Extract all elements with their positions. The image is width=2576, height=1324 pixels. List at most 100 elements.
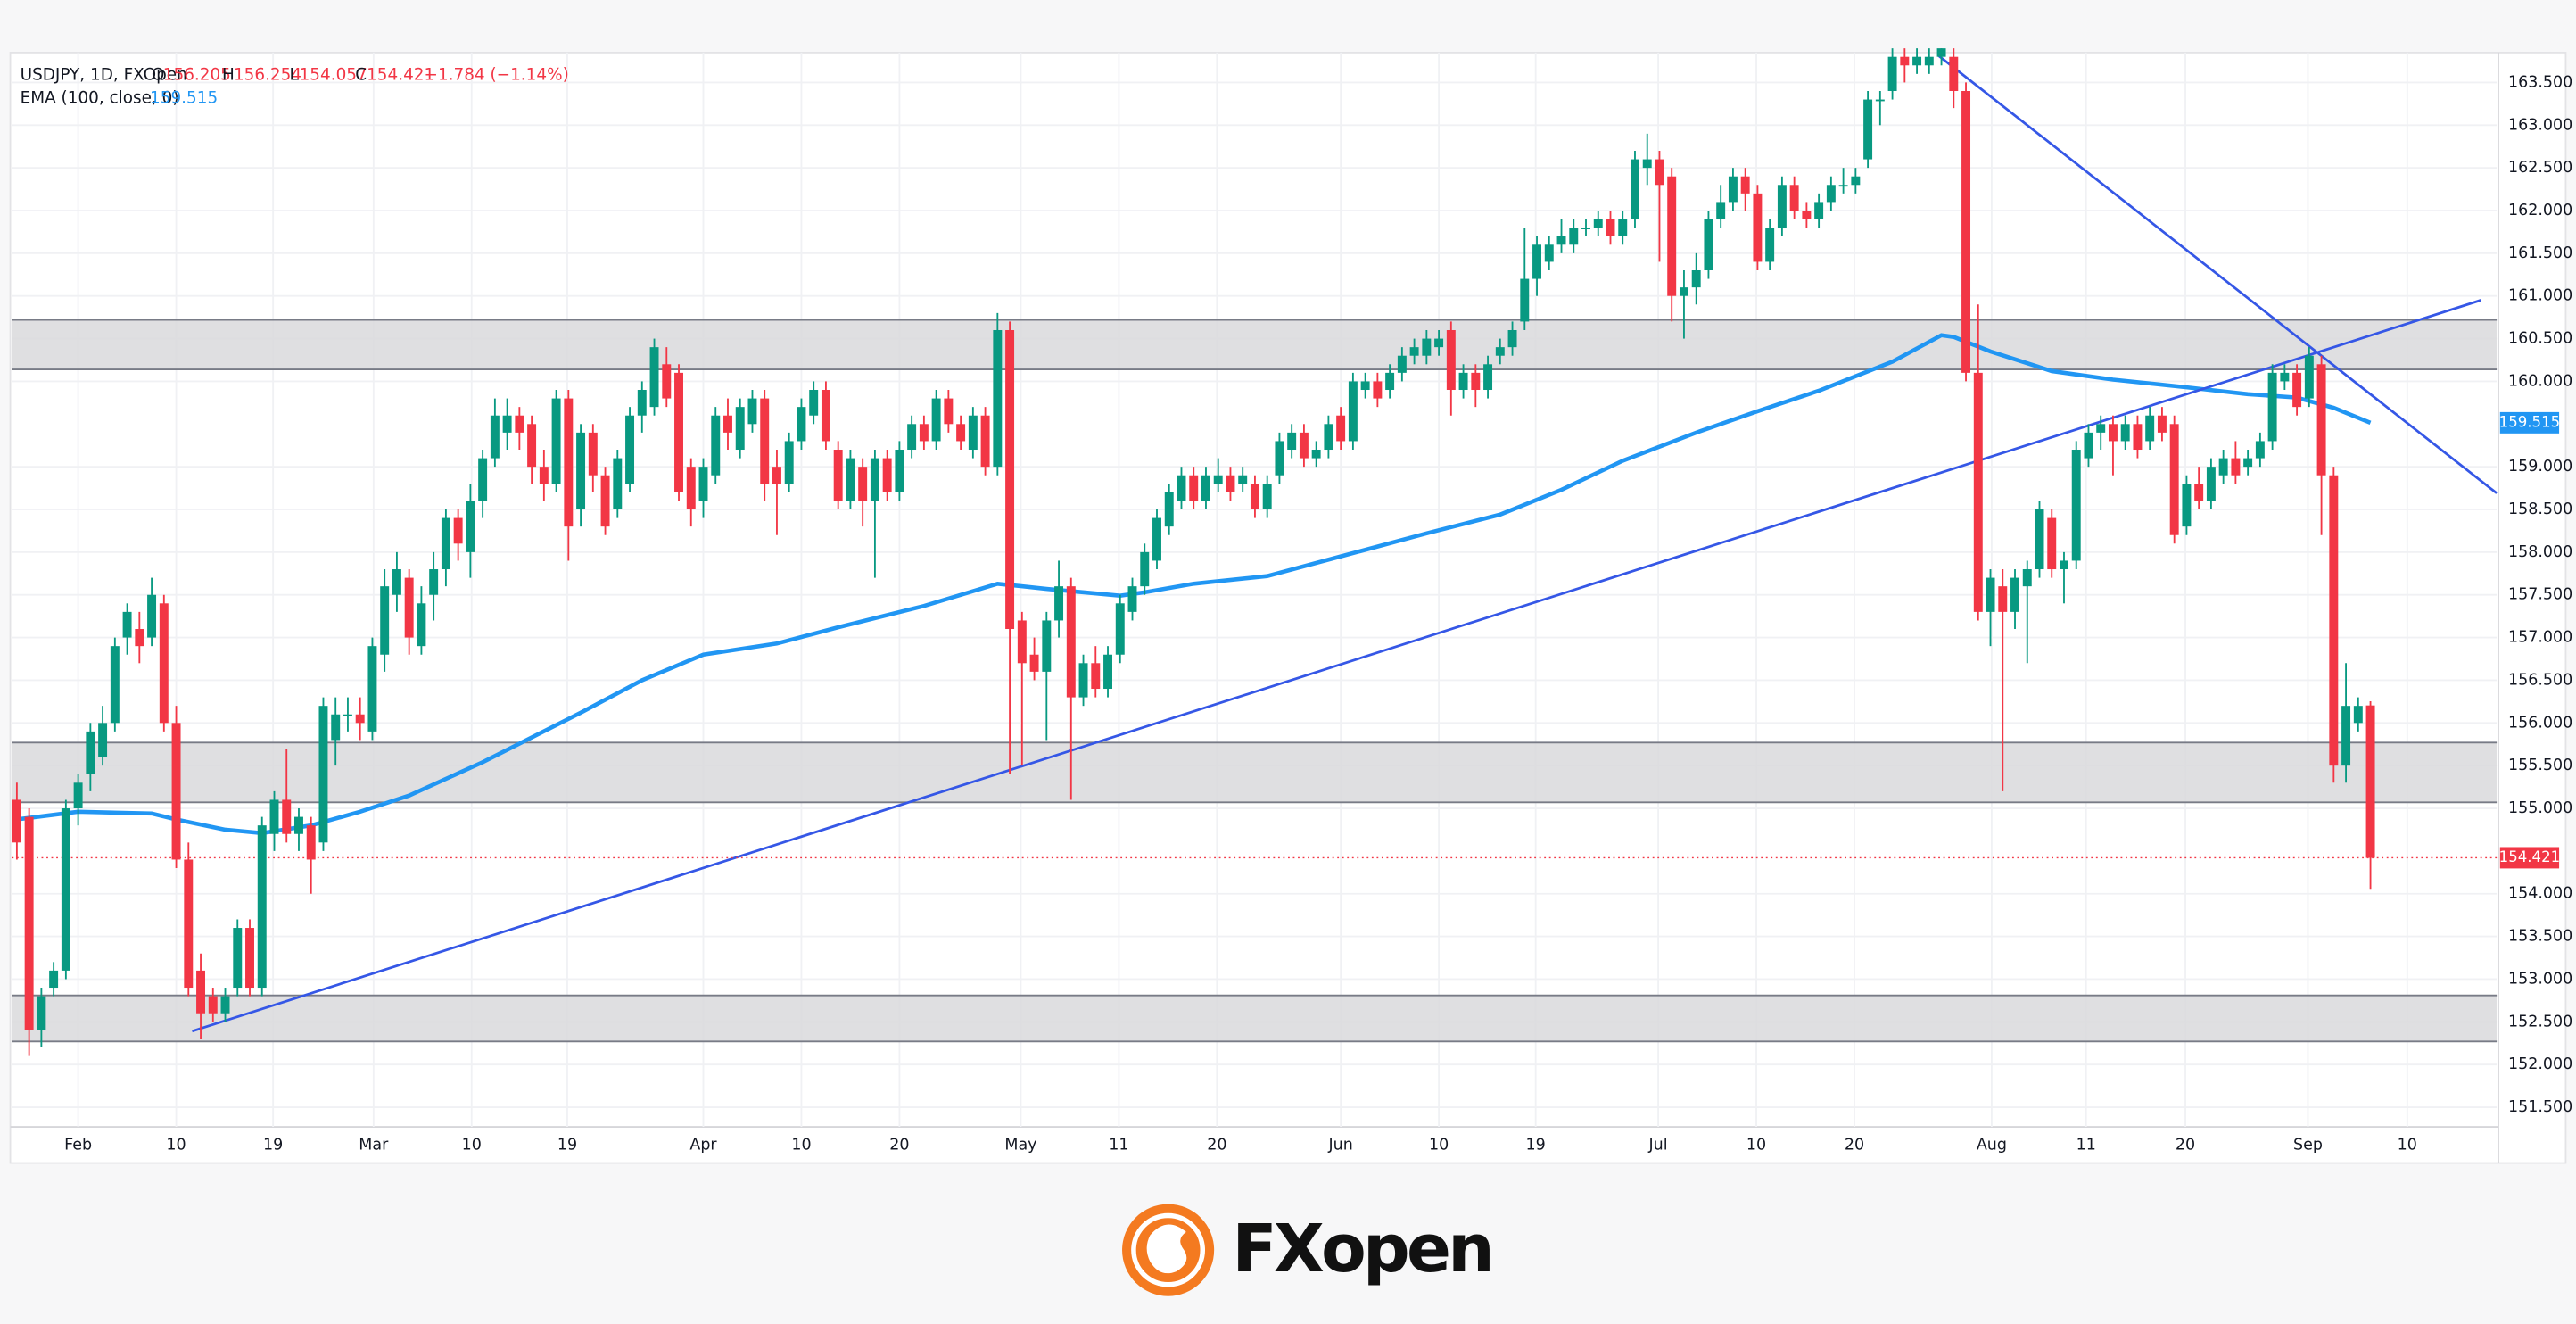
candle-body bbox=[2108, 424, 2118, 442]
x-tick-label: Mar bbox=[359, 1136, 389, 1154]
candle-body bbox=[1814, 202, 1824, 219]
candle-body bbox=[1569, 228, 1579, 245]
candle-body bbox=[1348, 381, 1358, 442]
candle-body bbox=[613, 458, 623, 510]
candle-body bbox=[1287, 432, 1297, 451]
y-tick-label: 156.000 bbox=[2508, 714, 2572, 732]
candle-body bbox=[2329, 475, 2339, 766]
ema-name: EMA (100, close, 0) bbox=[21, 88, 179, 107]
candle-body bbox=[269, 799, 279, 834]
zone bbox=[12, 995, 2498, 1042]
candle-body bbox=[257, 825, 267, 989]
candle-body bbox=[919, 424, 929, 442]
x-tick-label: 20 bbox=[1845, 1136, 1864, 1154]
candle-body bbox=[1789, 185, 1799, 211]
candle-body bbox=[1631, 159, 1639, 219]
candle-body bbox=[2218, 458, 2228, 476]
candle-body bbox=[392, 569, 401, 595]
candle-body bbox=[2316, 364, 2326, 476]
x-tick-label: Feb bbox=[64, 1136, 92, 1154]
candle-body bbox=[2292, 372, 2302, 408]
ohlc-value: 156.205 bbox=[163, 66, 231, 85]
candle-body bbox=[686, 467, 696, 510]
candle-body bbox=[1875, 99, 1885, 102]
candle-body bbox=[220, 996, 230, 1014]
candle-body bbox=[1054, 586, 1064, 621]
candle-body bbox=[1397, 355, 1407, 373]
candle-body bbox=[245, 928, 254, 989]
candle-body bbox=[600, 475, 610, 527]
candle-body bbox=[1936, 48, 1946, 57]
y-tick-label: 161.000 bbox=[2508, 287, 2572, 305]
candle-body bbox=[331, 714, 341, 741]
candle-body bbox=[2206, 467, 2216, 501]
x-tick-label: 10 bbox=[462, 1136, 482, 1154]
candle-body bbox=[2120, 424, 2130, 442]
candle-body bbox=[1556, 236, 1566, 245]
candle-body bbox=[564, 398, 574, 527]
candle-body bbox=[1262, 484, 1272, 510]
price-label-box bbox=[2499, 847, 2560, 869]
candle-body bbox=[1336, 415, 1346, 442]
candle-body bbox=[625, 415, 635, 484]
ema-value: 159.515 bbox=[150, 88, 218, 107]
candle-body bbox=[1005, 330, 1015, 630]
candle-body bbox=[98, 723, 108, 757]
candle-body bbox=[478, 458, 488, 501]
candle-body bbox=[1226, 475, 1235, 492]
candle-body bbox=[2169, 424, 2179, 535]
candle-body bbox=[1471, 372, 1481, 391]
candle-body bbox=[2010, 577, 2019, 612]
candle-body bbox=[2022, 569, 2032, 587]
candle-body bbox=[1851, 176, 1861, 186]
ohlc-letter: H bbox=[222, 66, 235, 85]
zone bbox=[12, 742, 2498, 803]
price-label: 159.515 bbox=[2499, 413, 2561, 430]
candle-body bbox=[1765, 228, 1775, 262]
ohlc-letter: L bbox=[290, 66, 300, 85]
candle-body bbox=[1887, 56, 1897, 91]
candle-body bbox=[735, 407, 745, 451]
candle-body bbox=[1826, 185, 1836, 203]
candle-body bbox=[2267, 372, 2277, 442]
y-tick-label: 153.500 bbox=[2508, 928, 2572, 946]
legend-header: USDJPY, 1D, FXOpen O 156.205 H 156.254 L… bbox=[21, 66, 569, 108]
x-tick-label: 20 bbox=[889, 1136, 909, 1154]
candle-body bbox=[698, 467, 708, 501]
candle-body bbox=[858, 467, 868, 501]
y-tick-label: 156.500 bbox=[2508, 671, 2572, 689]
candle-body bbox=[2243, 458, 2253, 468]
candle-body bbox=[122, 611, 132, 638]
candle-body bbox=[1213, 475, 1223, 484]
candle-body bbox=[2280, 372, 2290, 382]
y-tick-label: 158.500 bbox=[2508, 501, 2572, 518]
candle-body bbox=[1642, 159, 1652, 169]
candle-body bbox=[1385, 372, 1395, 391]
x-tick-label: 10 bbox=[1429, 1136, 1449, 1154]
y-tick-label: 160.000 bbox=[2508, 372, 2572, 390]
x-tick-label: Apr bbox=[689, 1136, 717, 1154]
ohlc-letter: C bbox=[355, 66, 367, 85]
candle-body bbox=[821, 390, 830, 442]
candle-body bbox=[527, 424, 537, 468]
candle-body bbox=[12, 799, 21, 843]
candle-body bbox=[417, 603, 426, 647]
candle-body bbox=[2365, 705, 2375, 858]
candle-body bbox=[870, 458, 879, 501]
candle-body bbox=[490, 415, 500, 459]
y-tick-label: 152.000 bbox=[2508, 1055, 2572, 1073]
ohlc-letter: O bbox=[152, 66, 165, 85]
candle-body bbox=[110, 646, 120, 724]
candle-body bbox=[1716, 202, 1726, 219]
candle-body bbox=[367, 646, 377, 732]
candle-body bbox=[723, 415, 732, 433]
candle-body bbox=[1753, 193, 1763, 262]
x-tick-label: Jun bbox=[1327, 1136, 1352, 1154]
zone bbox=[12, 319, 2498, 370]
candle-body bbox=[515, 415, 524, 433]
candle-body bbox=[1973, 372, 1983, 612]
logo-ring bbox=[1131, 1212, 1206, 1287]
candle-body bbox=[1103, 654, 1112, 690]
candle-body bbox=[772, 467, 781, 484]
